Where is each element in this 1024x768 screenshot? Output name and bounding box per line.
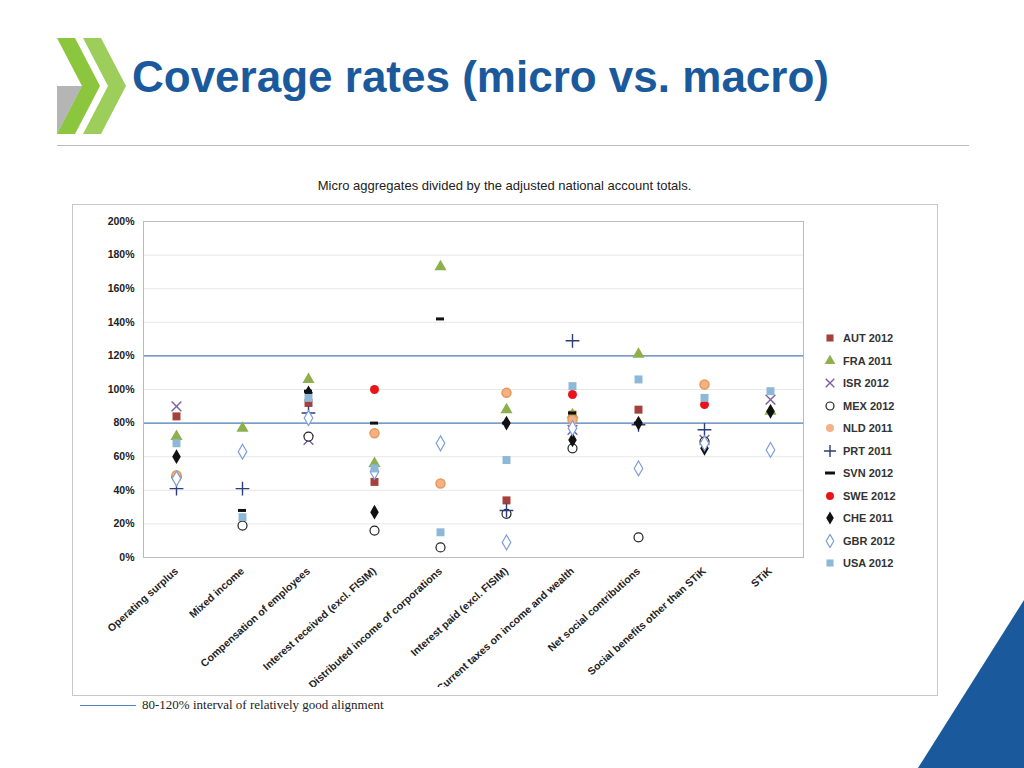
- svg-text:60%: 60%: [113, 450, 135, 462]
- html-text:ISR 2012: ISR 2012: [843, 377, 889, 390]
- svg-text:100%: 100%: [108, 383, 136, 395]
- svg-text:140%: 140%: [108, 316, 136, 328]
- svg-text:180%: 180%: [108, 248, 136, 260]
- html-text:NLD 2011: NLD 2011: [843, 422, 893, 435]
- svg-text:160%: 160%: [108, 282, 136, 294]
- html-text:SWE 2012: SWE 2012: [843, 489, 896, 502]
- svg-text:Operating surplus: Operating surplus: [105, 564, 180, 634]
- svg-text:Interest paid (excl. FISIM): Interest paid (excl. FISIM): [408, 564, 511, 659]
- html-text:Coverage rates (micro vs. macr: Coverage rates (micro vs. macro): [132, 52, 829, 101]
- html-text:AUT 2012: AUT 2012: [843, 332, 894, 345]
- html-text:Micro aggregates divided by th: Micro aggregates divided by the adjusted…: [317, 178, 692, 193]
- html-text:FRA 2011: FRA 2011: [843, 354, 893, 367]
- svg-text:0%: 0%: [119, 551, 135, 563]
- html-text:GBR 2012: GBR 2012: [843, 534, 895, 547]
- svg-text:Distributed income of corporat: Distributed income of corporations: [306, 564, 444, 687]
- svg-text:200%: 200%: [108, 215, 136, 227]
- svg-text:40%: 40%: [113, 484, 135, 496]
- html-text:80-120% interval of relatively: 80-120% interval of relatively good alig…: [142, 697, 384, 712]
- html-text:SVN 2012: SVN 2012: [843, 467, 894, 480]
- svg-text:Compensation of employees: Compensation of employees: [198, 564, 312, 669]
- html-text:PRT 2011: PRT 2011: [843, 444, 892, 457]
- html-text:USA 2012: USA 2012: [843, 557, 894, 570]
- svg-text:Interest received (excl. FISIM: Interest received (excl. FISIM): [260, 565, 378, 673]
- html-text:CHE 2011: CHE 2011: [843, 512, 894, 525]
- html-text:MEX 2012: MEX 2012: [843, 399, 895, 412]
- svg-text:120%: 120%: [108, 349, 136, 361]
- svg-text:Current taxes on income and we: Current taxes on income and wealth: [434, 565, 576, 687]
- svg-text:80%: 80%: [113, 416, 135, 428]
- svg-text:Social benefits other than STi: Social benefits other than STiK: [585, 564, 709, 677]
- svg-text:Net social contributions: Net social contributions: [545, 564, 643, 654]
- svg-text:Mixed income: Mixed income: [186, 564, 246, 619]
- svg-text:20%: 20%: [113, 517, 135, 529]
- svg-text:STiK: STiK: [748, 564, 774, 589]
